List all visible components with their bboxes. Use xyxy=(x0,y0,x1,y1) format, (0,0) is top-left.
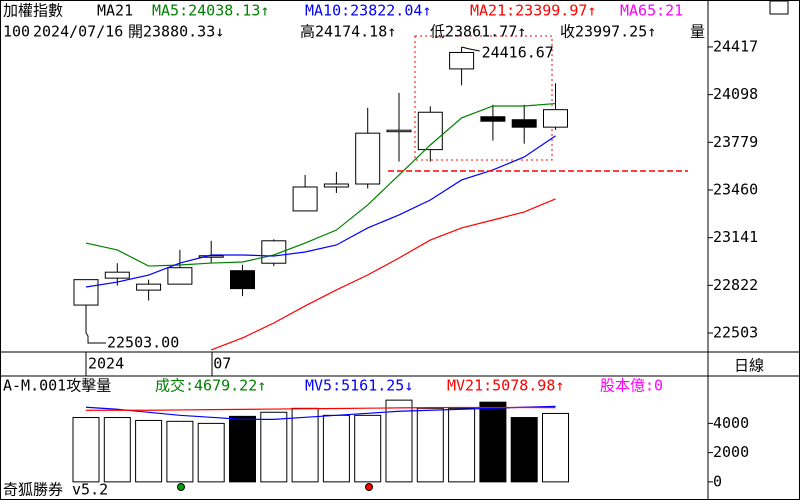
header-text: MV21:5078.98↑ xyxy=(447,377,564,395)
header-text: MA10:23822.04↑ xyxy=(305,2,431,20)
volume-bar xyxy=(542,412,569,483)
header-text: 量 xyxy=(690,23,705,41)
volume-bar xyxy=(260,411,288,483)
signal-dot xyxy=(365,483,373,491)
header-text: MA21:23399.97↑ xyxy=(470,2,596,20)
y-tick-label: 22503 xyxy=(713,324,758,342)
y-tick-label: 23141 xyxy=(713,228,758,246)
header-text: MA5:24038.13↑ xyxy=(152,2,269,20)
highlight-box xyxy=(414,35,553,161)
candle-body xyxy=(417,111,443,151)
candle-body xyxy=(511,119,537,128)
candle-body xyxy=(198,255,224,258)
header-text: 成交:4679.22↑ xyxy=(155,377,266,395)
volume-bar xyxy=(510,417,538,483)
candle-body xyxy=(323,183,349,188)
candle-body xyxy=(543,109,568,128)
candle-body xyxy=(355,132,381,185)
signal-dot xyxy=(177,483,185,491)
candle-body xyxy=(167,267,193,285)
window-button[interactable] xyxy=(769,0,789,15)
volume-bar xyxy=(72,417,100,483)
y-tick-label: 24417 xyxy=(713,37,758,55)
header-text: 收23997.25↑ xyxy=(560,23,656,41)
volume-bar xyxy=(103,417,131,483)
moving-average-line xyxy=(210,198,556,351)
x-tick-label: 2024 xyxy=(88,355,124,373)
header-text: 開23880.33↓ xyxy=(128,23,224,41)
y-tick-label: 23460 xyxy=(713,180,758,198)
annotation-leader xyxy=(461,46,480,52)
volume-bar xyxy=(166,420,194,483)
volume-bar xyxy=(291,407,319,483)
y-tick-label: 22822 xyxy=(713,276,758,294)
annotation-label: 24416.67 xyxy=(482,43,554,61)
volume-bar xyxy=(229,415,256,483)
x-tick-label: 07 xyxy=(213,355,231,373)
moving-average-line xyxy=(85,102,556,267)
volume-bar xyxy=(322,414,350,483)
header-text: MA65:21 xyxy=(620,2,683,20)
candle-body xyxy=(261,240,287,264)
y-tick-label: 23779 xyxy=(713,133,758,151)
candle-body xyxy=(104,271,130,279)
period-label: 日線 xyxy=(734,357,764,375)
y-tick-label: 2000 xyxy=(713,443,749,461)
candle-body xyxy=(480,116,506,122)
candle-body xyxy=(292,186,318,212)
annotation-leader xyxy=(85,332,106,344)
header-text: MA21 xyxy=(97,2,133,20)
y-tick-label: 24098 xyxy=(713,85,758,103)
volume-bar xyxy=(354,414,382,483)
volume-bar xyxy=(135,419,163,483)
annotation-label: 22503.00 xyxy=(107,334,179,352)
moving-average-line xyxy=(85,405,556,420)
volume-bar xyxy=(385,399,413,483)
header-text: 加權指數 xyxy=(3,2,63,20)
header-text: 低23861.77↑ xyxy=(430,23,526,41)
header-text: 高24174.18↑ xyxy=(300,23,396,41)
header-text: 股本億:0 xyxy=(600,377,663,395)
volume-bar xyxy=(416,407,444,483)
candle-body xyxy=(230,270,255,290)
volume-bar xyxy=(197,422,225,483)
volume-bar xyxy=(479,401,507,483)
header-text: 2024/07/16 xyxy=(33,23,123,41)
moving-average-line xyxy=(85,135,556,288)
y-tick-label: 4000 xyxy=(713,414,749,432)
header-text: A-M.001攻擊量 xyxy=(3,377,111,395)
candle-body xyxy=(136,283,162,291)
candle-body xyxy=(386,129,412,133)
y-tick-label: 0 xyxy=(713,472,722,490)
candle-body xyxy=(449,51,475,70)
candle-body xyxy=(73,279,99,306)
header-text: 100 xyxy=(3,23,30,41)
volume-bar xyxy=(448,407,476,483)
footer-label: 奇狐勝券 v5.2 xyxy=(3,481,108,499)
header-text: MV5:5161.25↓ xyxy=(305,377,413,395)
moving-average-line xyxy=(86,406,556,411)
